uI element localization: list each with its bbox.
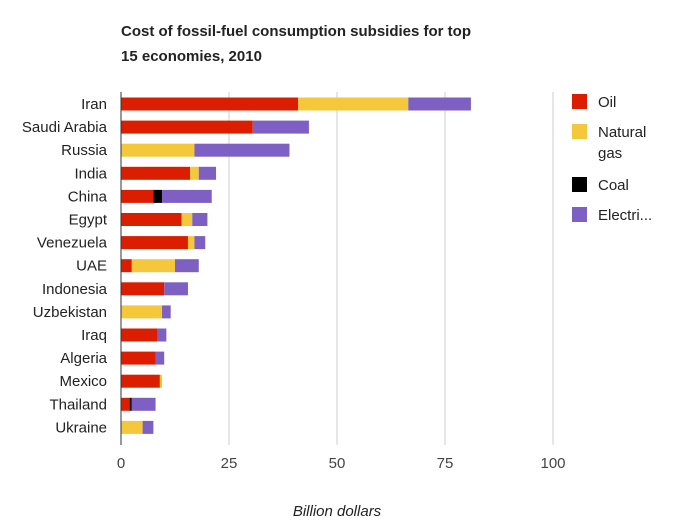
legend-label: Oil [598,94,616,111]
bar-segment[interactable]: Russia — Natural gas: 17 [121,143,195,157]
legend-label: Natural [598,124,646,141]
category-label: Indonesia [42,281,108,298]
category-label: Russia [61,142,108,159]
bar-segment[interactable]: Uzbekistan — Electricity: 2 [162,305,171,319]
x-tick-label: 50 [329,455,346,472]
category-label: Iraq [81,327,107,344]
bar-segment[interactable]: China — Electricity: 11.5 [162,189,212,203]
bar-segment[interactable]: Thailand — Coal: 0.5 [129,397,132,411]
bar-segment[interactable]: Mexico — Natural gas: 0.5 [159,374,163,388]
bar-segment[interactable]: Iraq — Electricity: 2 [157,328,167,342]
bar-segment[interactable]: Egypt — Natural gas: 2.5 [181,213,193,226]
legend-swatch [572,207,587,222]
bar-segment[interactable]: Venezuela — Oil: 15.5 [121,236,188,250]
bar-segment[interactable]: Iraq — Oil: 8.5 [121,328,158,342]
legend-swatch [572,124,587,139]
x-tick-label: 75 [437,455,454,472]
bar-segment[interactable]: Thailand — Oil: 2 [121,397,130,411]
legend-item[interactable]: Oil [572,94,616,111]
legend[interactable]: Oil Natural gas Coal Electri... [572,94,652,224]
bar-segment[interactable]: India — Natural gas: 2 [190,166,199,180]
legend-label: gas [598,145,622,162]
bar-segment[interactable]: Venezuela — Natural gas: 1.5 [187,236,195,250]
legend-swatch [572,177,587,192]
category-label: China [68,188,108,205]
chart-title-line-1: Cost of fossil-fuel consumption subsidie… [121,23,471,40]
category-labels: Iran Saudi Arabia Russia India China Egypt Ven… [22,96,108,436]
legend-label: Electri... [598,207,652,224]
bar-segment[interactable]: Egypt — Oil: 14 [121,213,182,226]
legend-item[interactable]: Natural gas [572,124,646,162]
x-tick-label: 0 [117,455,125,472]
gridlines [228,92,554,445]
bar-segment[interactable]: Saudi Arabia — Oil: 30.5 [121,120,253,134]
x-tick-label: 25 [221,455,238,472]
category-label: Ukraine [55,419,107,436]
category-label: Egypt [69,212,108,229]
category-label: India [74,165,107,182]
bar-segment[interactable]: Russia — Electricity: 22 [194,143,290,157]
category-label: Uzbekistan [33,304,107,321]
category-label: Iran [81,96,107,113]
category-label: Saudi Arabia [22,119,108,136]
category-label: Venezuela [37,235,108,252]
category-label: Mexico [59,373,107,390]
bar-segment[interactable]: UAE — Oil: 2.5 [121,259,132,273]
category-label: Thailand [49,396,107,413]
bar-segment[interactable]: China — Coal: 2 [153,189,163,203]
bar-segment[interactable]: Egypt — Electricity: 3.5 [192,213,208,226]
legend-swatch [572,94,587,109]
bar-segment[interactable]: Indonesia — Electricity: 5.5 [164,282,188,296]
bar-segment[interactable]: UAE — Electricity: 5.5 [175,259,199,273]
category-label: Algeria [60,350,107,367]
chart-title-line-2: 15 economies, 2010 [121,48,262,65]
bar-segment[interactable]: Indonesia — Oil: 10 [121,282,165,296]
bar-segment[interactable]: Mexico — Oil: 9 [121,374,160,388]
x-tick-labels: 0 25 50 75 100 [117,455,566,472]
bar-segment[interactable]: Venezuela — Electricity: 2.5 [194,236,206,250]
x-axis-title: Billion dollars [293,503,382,520]
bar-segment[interactable]: India — Oil: 16 [121,166,191,180]
bar-segment[interactable]: Algeria — Oil: 8 [121,351,156,365]
bar-segment[interactable]: Iran — Natural gas: 25.5 [298,97,409,111]
bar-segment[interactable]: Algeria — Electricity: 2 [155,351,165,365]
bars: Iran — Oil: 41Iran — Natural gas: 25.5Ir… [121,97,471,434]
category-label: UAE [76,258,107,275]
bar-segment[interactable]: China — Oil: 7.5 [121,189,154,203]
legend-item[interactable]: Electri... [572,207,652,224]
bar-segment[interactable]: UAE — Natural gas: 10 [131,259,175,273]
x-tick-label: 100 [540,455,565,472]
bar-segment[interactable]: India — Electricity: 4 [198,166,217,180]
bar-segment[interactable]: Iran — Electricity: 14.5 [408,97,471,111]
bar-segment[interactable]: Iran — Oil: 41 [121,97,299,111]
bar-segment[interactable]: Uzbekistan — Natural gas: 9.5 [121,305,163,319]
legend-label: Coal [598,177,629,194]
bar-segment[interactable]: Saudi Arabia — Electricity: 13 [252,120,309,134]
bar-segment[interactable]: Ukraine — Electricity: 2.5 [142,420,154,434]
legend-item[interactable]: Coal [572,177,629,194]
bar-segment[interactable]: Thailand — Electricity: 5.5 [131,397,156,411]
bar-segment[interactable]: Ukraine — Natural gas: 5 [121,420,143,434]
